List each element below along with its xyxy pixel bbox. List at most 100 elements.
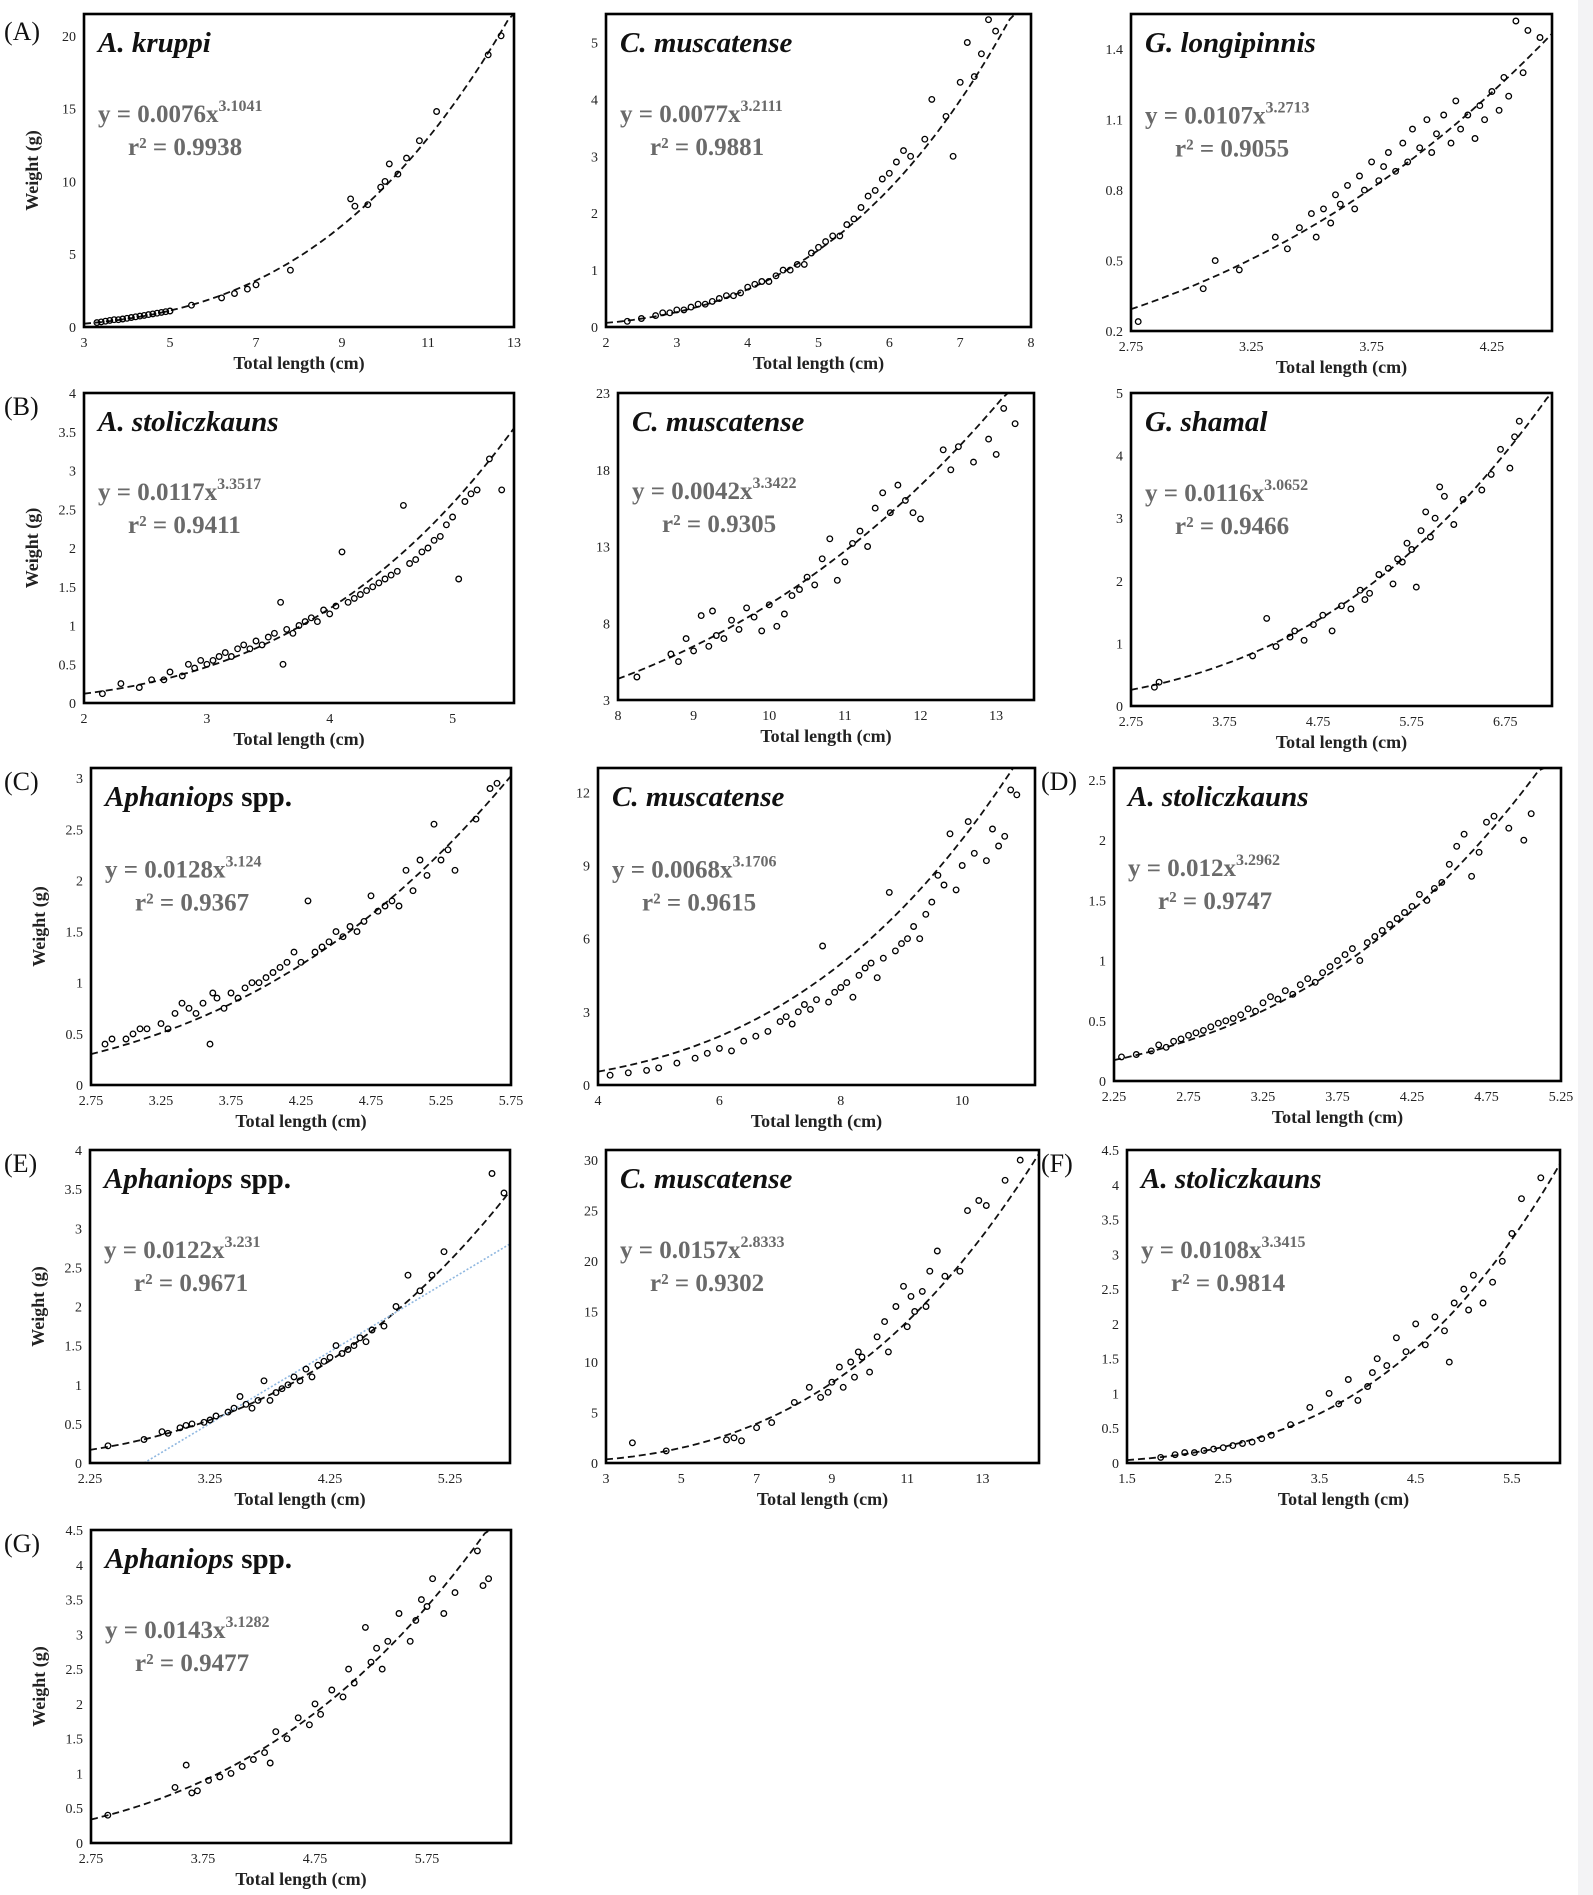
data-point [374, 907, 382, 915]
x-tick-label: 3 [603, 1472, 610, 1487]
data-point [652, 312, 660, 320]
y-tick-label: 2 [1112, 1318, 1119, 1333]
data-point [213, 994, 221, 1002]
data-point [449, 513, 457, 521]
plot-frame [1112, 766, 1563, 1083]
x-tick-label: 3.75 [191, 1852, 216, 1867]
data-point [171, 1783, 179, 1791]
data-point [278, 1385, 286, 1393]
data-point [1200, 1447, 1208, 1454]
x-axis-label: Total length (cm) [235, 1869, 366, 1890]
data-point [424, 544, 432, 552]
data-point [387, 571, 395, 579]
data-point [191, 664, 199, 672]
data-point [1479, 1299, 1487, 1307]
data-point [1404, 158, 1412, 166]
data-point [406, 1637, 414, 1645]
data-point [135, 684, 143, 691]
data-point [206, 1040, 214, 1048]
data-point [423, 1603, 431, 1610]
fit-equation: y = 0.0068x3.1706 [612, 853, 777, 883]
data-point [1190, 1449, 1198, 1457]
data-point [1445, 1358, 1453, 1366]
data-point [209, 989, 217, 997]
data-point [864, 543, 872, 550]
data-point [1511, 433, 1519, 441]
data-point [1401, 909, 1408, 916]
data-point [203, 660, 211, 668]
data-point [633, 673, 641, 681]
x-tick-label: 3 [81, 336, 88, 351]
data-point [241, 984, 249, 992]
data-point [963, 39, 971, 46]
y-tick-label: 3 [76, 772, 83, 787]
x-axis-label: Total length (cm) [234, 1489, 365, 1510]
r-squared: r² = 0.9938 [128, 134, 242, 161]
data-point [104, 1811, 112, 1819]
data-point [1258, 1435, 1266, 1443]
y-tick-label: 30 [584, 1154, 598, 1169]
data-point [728, 1047, 735, 1055]
data-point [326, 1353, 334, 1361]
data-point [1398, 558, 1406, 566]
data-point [1483, 818, 1490, 826]
data-point [864, 192, 872, 200]
data-point [867, 959, 875, 967]
y-tick-label: 1 [1116, 637, 1123, 652]
plot-frame [82, 12, 516, 329]
x-tick-label: 5.75 [1399, 715, 1424, 730]
y-tick-label: 0 [76, 1079, 83, 1094]
data-point [916, 935, 924, 943]
y-tick-label: 25 [584, 1205, 598, 1220]
data-point [493, 779, 501, 787]
data-point [942, 112, 950, 120]
data-point [106, 316, 114, 324]
data-point [879, 954, 887, 962]
y-axis-label: Weight (g) [22, 508, 43, 589]
data-point [709, 607, 716, 615]
data-point [1252, 1007, 1259, 1015]
data-point [368, 1326, 376, 1334]
data-point [377, 183, 385, 191]
data-point [800, 1001, 808, 1008]
r-squared: r² = 0.9814 [1171, 1270, 1286, 1297]
data-point [339, 933, 347, 941]
y-tick-label: 3.5 [59, 426, 77, 441]
data-point [737, 289, 745, 297]
data-point [687, 303, 695, 311]
data-point [643, 1066, 651, 1074]
data-point [843, 221, 851, 229]
data-point [1327, 219, 1335, 227]
x-axis-label: Total length (cm) [233, 729, 364, 750]
y-tick-label: 4 [69, 387, 76, 402]
data-point [136, 1025, 144, 1033]
data-point [272, 1389, 280, 1397]
data-point [1453, 842, 1461, 850]
data-point [954, 443, 962, 451]
data-point [381, 902, 389, 910]
r-squared: r² = 0.9671 [134, 1270, 248, 1297]
data-point [1440, 111, 1448, 119]
data-point [901, 496, 909, 504]
fit-equation-base: y = 0.0157x [620, 1237, 741, 1264]
data-point [472, 815, 480, 823]
data-point [361, 1623, 369, 1631]
y-tick-label: 5 [69, 248, 76, 263]
data-point [891, 947, 899, 955]
data-point [673, 1059, 681, 1067]
y-tick-label: 2 [76, 1698, 83, 1713]
data-point [1481, 116, 1489, 124]
y-tick-label: 3.5 [65, 1183, 83, 1198]
data-point [907, 152, 915, 160]
y-tick-label: 9 [583, 860, 590, 875]
data-point [193, 1787, 201, 1795]
data-point [985, 435, 993, 443]
data-point [989, 825, 996, 833]
data-point [909, 509, 917, 517]
data-point [417, 1596, 425, 1604]
data-point [240, 641, 248, 649]
fit-curve [597, 767, 1035, 1073]
fit-equation-base: y = 0.0128x [105, 856, 226, 883]
y-tick-label: 3 [1116, 512, 1123, 527]
